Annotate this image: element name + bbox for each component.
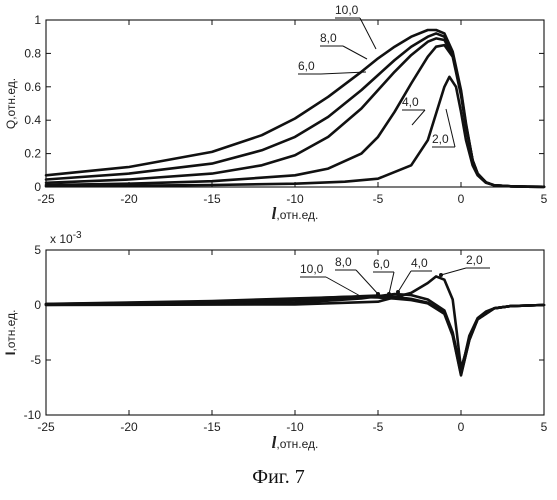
i-series-label: 4,0 [411, 256, 428, 270]
i-series-label: 6,0 [373, 257, 390, 271]
y-axis-label: I,отн.ед. [2, 310, 18, 356]
callout-leader [356, 270, 378, 294]
x-tick-label: -15 [203, 192, 221, 206]
i-series-label: 2,0 [466, 253, 483, 267]
callout-leader [412, 110, 425, 125]
x-tick-label: -25 [37, 420, 55, 434]
q-curve-6-0 [46, 38, 544, 186]
y-tick-label: 0.6 [24, 80, 41, 94]
q-curve-8-0 [46, 33, 544, 186]
callout-point [439, 273, 443, 277]
q-curve-2-0 [46, 77, 544, 187]
y-tick-label: 0.4 [24, 113, 41, 127]
plot-frame [46, 20, 544, 187]
x-axis-label: l,отн.ед. [272, 204, 319, 223]
x-tick-label: -10 [286, 420, 304, 434]
callout-leader [441, 268, 466, 275]
y-tick-label: 0.8 [24, 46, 41, 60]
callout-leader [360, 18, 376, 49]
callout-leader [326, 277, 362, 297]
q-series-label: 4,0 [402, 95, 419, 109]
x-tick-label: 5 [541, 420, 548, 434]
i-series-label: 8,0 [335, 255, 352, 269]
callout-point [360, 295, 364, 299]
x-tick-label: 0 [458, 420, 465, 434]
y-tick-label: -10 [24, 408, 42, 422]
callout-leader [398, 271, 411, 292]
q-series-label: 10,0 [335, 3, 359, 17]
q-series-label: 6,0 [298, 59, 315, 73]
q-series-label: 8,0 [320, 31, 337, 45]
y-tick-label: -5 [30, 353, 41, 367]
x-tick-label: -15 [203, 420, 221, 434]
x-tick-label: -20 [120, 420, 138, 434]
x-tick-label: -25 [37, 192, 55, 206]
y-tick-label: 0.2 [24, 147, 41, 161]
i-chart: -25 -20 -15 -10 -5 0 5 -10 -5 0 5 l,отн.ед. I,отн.ед… [2, 230, 548, 452]
callout-point [376, 292, 380, 296]
y-tick-label: 0 [34, 180, 41, 194]
x-tick-label: -10 [286, 192, 304, 206]
i-series-label: 10,0 [300, 262, 324, 276]
x-tick-label: -5 [373, 420, 384, 434]
y-scale-multiplier: x 10-3 [50, 230, 82, 246]
callout-point [396, 290, 400, 294]
x-tick-label: 0 [458, 192, 465, 206]
q-curve-4-0 [46, 45, 544, 187]
y-tick-label: 1 [34, 13, 41, 27]
y-axis-label: Q,отн.ед. [4, 78, 18, 129]
q-chart: -25 -20 -15 -10 -5 0 5 0 0.2 0.4 0.6 0.8 1 l,отн.ед. Q… [4, 3, 548, 223]
q-series-label: 2,0 [432, 132, 449, 146]
x-axis-label: l,отн.ед. [272, 433, 319, 452]
callout-leader [389, 272, 394, 294]
callout-leader [343, 46, 367, 59]
x-tick-label: -20 [120, 192, 138, 206]
y-tick-label: 0 [34, 298, 41, 312]
x-tick-label: 5 [541, 192, 548, 206]
q-curve-10-0 [46, 30, 544, 187]
callout-point [387, 292, 391, 296]
x-tick-label: -5 [373, 192, 384, 206]
y-tick-label: 5 [34, 243, 41, 257]
figure-caption: Фиг. 7 [0, 466, 557, 489]
plot-frame [46, 250, 544, 415]
i-curve-2-0 [46, 276, 544, 368]
